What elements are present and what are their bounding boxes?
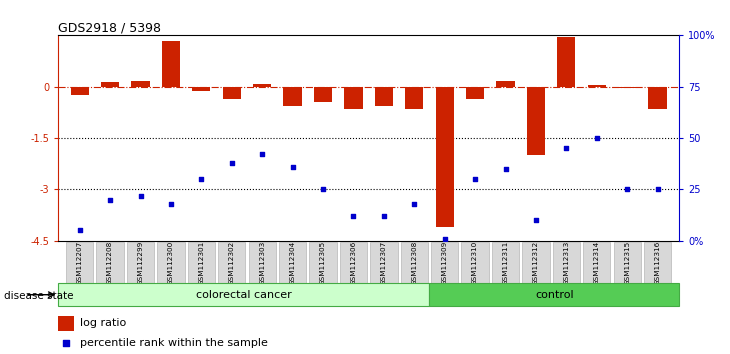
Text: GSM112315: GSM112315: [624, 241, 630, 285]
FancyBboxPatch shape: [339, 242, 367, 284]
FancyBboxPatch shape: [127, 242, 154, 284]
Point: [499, 166, 511, 172]
Point: [318, 187, 329, 192]
FancyBboxPatch shape: [370, 242, 398, 284]
FancyBboxPatch shape: [248, 242, 276, 284]
Bar: [436, 87, 454, 227]
Text: GSM112312: GSM112312: [533, 241, 539, 285]
Point: [469, 176, 481, 182]
FancyBboxPatch shape: [429, 283, 679, 306]
Text: GSM112313: GSM112313: [564, 241, 569, 285]
Bar: [496, 81, 515, 87]
Point: [561, 145, 572, 151]
FancyBboxPatch shape: [279, 242, 307, 284]
Point: [591, 135, 603, 141]
Bar: [618, 87, 637, 88]
Text: GSM112308: GSM112308: [411, 241, 418, 285]
Text: GSM112316: GSM112316: [655, 241, 661, 285]
Bar: [253, 84, 272, 87]
Point: [378, 213, 390, 219]
Bar: [314, 87, 332, 102]
Point: [409, 201, 420, 207]
FancyBboxPatch shape: [310, 242, 337, 284]
Bar: [283, 87, 301, 105]
Point: [530, 217, 542, 223]
Point: [347, 213, 359, 219]
FancyBboxPatch shape: [553, 242, 580, 284]
Text: GSM112311: GSM112311: [502, 241, 509, 285]
Text: GSM112299: GSM112299: [137, 241, 144, 285]
FancyBboxPatch shape: [96, 242, 124, 284]
Text: GSM112301: GSM112301: [199, 241, 204, 285]
Bar: [588, 85, 606, 87]
Bar: [466, 87, 484, 99]
FancyBboxPatch shape: [492, 242, 519, 284]
Point: [226, 160, 238, 166]
Text: log ratio: log ratio: [80, 318, 126, 329]
FancyBboxPatch shape: [66, 242, 93, 284]
Bar: [192, 87, 210, 91]
FancyBboxPatch shape: [401, 242, 428, 284]
FancyBboxPatch shape: [613, 242, 641, 284]
Text: colorectal cancer: colorectal cancer: [196, 290, 292, 300]
Text: GSM112208: GSM112208: [107, 241, 113, 285]
FancyBboxPatch shape: [583, 242, 610, 284]
Point: [165, 201, 177, 207]
Point: [621, 187, 633, 192]
Text: GSM112310: GSM112310: [472, 241, 478, 285]
Text: GSM112303: GSM112303: [259, 241, 265, 285]
Text: GSM112304: GSM112304: [290, 241, 296, 285]
Point: [196, 176, 207, 182]
Bar: [58, 316, 74, 331]
Text: GSM112302: GSM112302: [228, 241, 235, 285]
FancyBboxPatch shape: [644, 242, 672, 284]
Text: GSM112309: GSM112309: [442, 241, 447, 285]
FancyBboxPatch shape: [431, 242, 458, 284]
FancyBboxPatch shape: [218, 242, 245, 284]
Bar: [648, 87, 666, 109]
Text: percentile rank within the sample: percentile rank within the sample: [80, 338, 268, 348]
Text: control: control: [535, 290, 574, 300]
Bar: [101, 82, 119, 87]
Point: [439, 236, 450, 241]
Text: GSM112305: GSM112305: [320, 241, 326, 285]
Bar: [405, 87, 423, 109]
FancyBboxPatch shape: [461, 242, 489, 284]
Text: GSM112207: GSM112207: [77, 241, 82, 285]
Bar: [162, 41, 180, 87]
Bar: [374, 87, 393, 105]
Point: [287, 164, 299, 170]
Text: GDS2918 / 5398: GDS2918 / 5398: [58, 21, 161, 34]
Bar: [131, 81, 150, 87]
Text: GSM112314: GSM112314: [593, 241, 600, 285]
Text: GSM112307: GSM112307: [381, 241, 387, 285]
FancyBboxPatch shape: [58, 283, 429, 306]
Point: [134, 193, 146, 198]
Point: [60, 341, 72, 346]
FancyBboxPatch shape: [157, 242, 185, 284]
Bar: [527, 87, 545, 155]
Bar: [71, 87, 89, 95]
Text: GSM112300: GSM112300: [168, 241, 174, 285]
Point: [104, 197, 116, 202]
Point: [74, 228, 85, 233]
FancyBboxPatch shape: [522, 242, 550, 284]
Text: disease state: disease state: [4, 291, 73, 301]
FancyBboxPatch shape: [188, 242, 215, 284]
Point: [652, 187, 664, 192]
Bar: [557, 37, 575, 87]
Text: GSM112306: GSM112306: [350, 241, 356, 285]
Bar: [223, 87, 241, 99]
Point: [256, 152, 268, 157]
Bar: [345, 87, 363, 109]
